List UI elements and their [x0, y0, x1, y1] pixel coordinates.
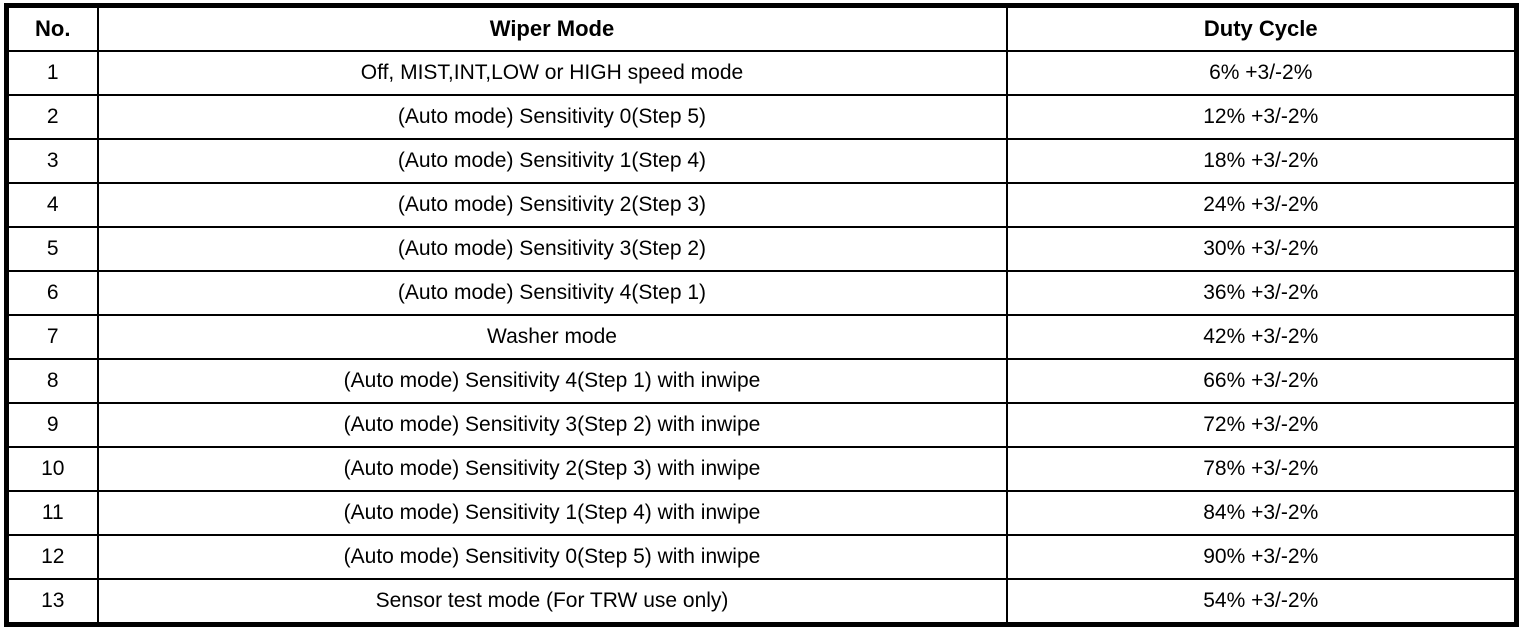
cell-duty-cycle: 30% +3/-2% [1005, 226, 1518, 272]
cell-no: 6 [5, 270, 99, 316]
cell-duty-cycle: 6% +3/-2% [1005, 50, 1518, 96]
cell-no: 12 [5, 534, 99, 580]
cell-wiper-mode: (Auto mode) Sensitivity 0(Step 5) [96, 94, 1008, 140]
cell-no: 10 [5, 446, 99, 492]
table-row: 13 Sensor test mode (For TRW use only) 5… [5, 578, 1518, 626]
cell-no: 9 [5, 402, 99, 448]
cell-duty-cycle: 84% +3/-2% [1005, 490, 1518, 536]
table-row: 1 Off, MIST,INT,LOW or HIGH speed mode 6… [5, 50, 1518, 96]
cell-duty-cycle: 66% +3/-2% [1005, 358, 1518, 404]
table-row: 3 (Auto mode) Sensitivity 1(Step 4) 18% … [5, 138, 1518, 184]
table-row: 9 (Auto mode) Sensitivity 3(Step 2) with… [5, 402, 1518, 448]
table-row: 8 (Auto mode) Sensitivity 4(Step 1) with… [5, 358, 1518, 404]
cell-wiper-mode: (Auto mode) Sensitivity 2(Step 3) with i… [96, 446, 1008, 492]
column-header-no: No. [5, 4, 99, 52]
table-row: 7 Washer mode 42% +3/-2% [5, 314, 1518, 360]
cell-wiper-mode: Washer mode [96, 314, 1008, 360]
column-header-wiper-mode: Wiper Mode [96, 4, 1008, 52]
cell-wiper-mode: (Auto mode) Sensitivity 3(Step 2) [96, 226, 1008, 272]
cell-no: 11 [5, 490, 99, 536]
column-header-duty-cycle: Duty Cycle [1005, 4, 1518, 52]
cell-no: 13 [5, 578, 99, 626]
cell-duty-cycle: 18% +3/-2% [1005, 138, 1518, 184]
table-row: 2 (Auto mode) Sensitivity 0(Step 5) 12% … [5, 94, 1518, 140]
cell-duty-cycle: 90% +3/-2% [1005, 534, 1518, 580]
wiper-duty-cycle-table: No. Wiper Mode Duty Cycle 1 Off, MIST,IN… [4, 3, 1519, 627]
cell-wiper-mode: (Auto mode) Sensitivity 1(Step 4) with i… [96, 490, 1008, 536]
cell-no: 7 [5, 314, 99, 360]
cell-wiper-mode: (Auto mode) Sensitivity 4(Step 1) [96, 270, 1008, 316]
cell-duty-cycle: 12% +3/-2% [1005, 94, 1518, 140]
document-page: No. Wiper Mode Duty Cycle 1 Off, MIST,IN… [4, 3, 1519, 627]
cell-wiper-mode: (Auto mode) Sensitivity 4(Step 1) with i… [96, 358, 1008, 404]
table-row: 12 (Auto mode) Sensitivity 0(Step 5) wit… [5, 534, 1518, 580]
cell-no: 1 [5, 50, 99, 96]
cell-wiper-mode: (Auto mode) Sensitivity 0(Step 5) with i… [96, 534, 1008, 580]
cell-no: 3 [5, 138, 99, 184]
cell-no: 2 [5, 94, 99, 140]
cell-duty-cycle: 72% +3/-2% [1005, 402, 1518, 448]
table-row: 5 (Auto mode) Sensitivity 3(Step 2) 30% … [5, 226, 1518, 272]
table-header-row: No. Wiper Mode Duty Cycle [5, 4, 1518, 52]
cell-duty-cycle: 78% +3/-2% [1005, 446, 1518, 492]
table-row: 4 (Auto mode) Sensitivity 2(Step 3) 24% … [5, 182, 1518, 228]
cell-duty-cycle: 36% +3/-2% [1005, 270, 1518, 316]
table-row: 6 (Auto mode) Sensitivity 4(Step 1) 36% … [5, 270, 1518, 316]
cell-no: 5 [5, 226, 99, 272]
cell-no: 8 [5, 358, 99, 404]
cell-no: 4 [5, 182, 99, 228]
cell-duty-cycle: 54% +3/-2% [1005, 578, 1518, 626]
table-row: 10 (Auto mode) Sensitivity 2(Step 3) wit… [5, 446, 1518, 492]
cell-wiper-mode: Off, MIST,INT,LOW or HIGH speed mode [96, 50, 1008, 96]
cell-duty-cycle: 42% +3/-2% [1005, 314, 1518, 360]
cell-wiper-mode: (Auto mode) Sensitivity 3(Step 2) with i… [96, 402, 1008, 448]
table-row: 11 (Auto mode) Sensitivity 1(Step 4) wit… [5, 490, 1518, 536]
cell-wiper-mode: (Auto mode) Sensitivity 2(Step 3) [96, 182, 1008, 228]
cell-duty-cycle: 24% +3/-2% [1005, 182, 1518, 228]
cell-wiper-mode: Sensor test mode (For TRW use only) [96, 578, 1008, 626]
cell-wiper-mode: (Auto mode) Sensitivity 1(Step 4) [96, 138, 1008, 184]
